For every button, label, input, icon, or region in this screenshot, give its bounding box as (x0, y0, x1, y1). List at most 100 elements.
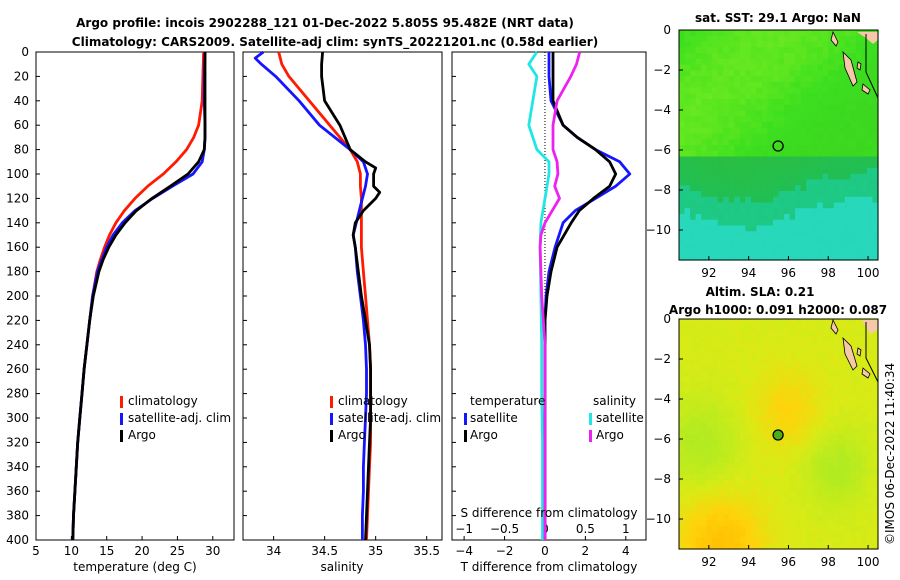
heatmap-cell (706, 468, 713, 475)
heatmap-cell (861, 411, 868, 418)
heatmap-cell (706, 191, 713, 198)
heatmap-cell (861, 70, 868, 77)
heatmap-cell (767, 35, 774, 43)
heatmap-cell (795, 127, 802, 135)
heatmap-cell (795, 139, 802, 146)
heatmap-cell (690, 110, 697, 117)
heatmap-cell (822, 359, 829, 366)
heatmap-cell (822, 451, 829, 458)
heatmap-cell (855, 110, 863, 117)
heatmap-cell (817, 365, 824, 372)
heatmap-cell (861, 127, 868, 135)
heatmap-cell (745, 324, 752, 332)
heatmap-cell (701, 64, 708, 71)
heatmap-cell (828, 214, 835, 221)
heatmap-cell (767, 191, 774, 198)
heatmap-cell (822, 428, 829, 435)
heatmap-cell (695, 319, 702, 326)
heatmap-cell (695, 110, 702, 117)
heatmap-cell (784, 53, 791, 60)
heatmap-cell (800, 370, 807, 378)
y-tick-label: 340 (6, 460, 29, 474)
heatmap-cell (828, 185, 835, 192)
heatmap-cell (828, 219, 835, 227)
heatmap-cell (750, 393, 757, 401)
heatmap-cell (772, 35, 780, 43)
heatmap-cell (850, 219, 857, 227)
heatmap-cell (739, 81, 746, 89)
heatmap-cell (739, 330, 746, 337)
heatmap-cell (745, 110, 752, 117)
heatmap-cell (800, 185, 807, 192)
heatmap-cell (684, 434, 691, 441)
heatmap-cell (717, 53, 724, 60)
heatmap-cell (778, 485, 785, 493)
heatmap-cell (745, 457, 752, 464)
heatmap-cell (789, 162, 796, 169)
heatmap-cell (855, 480, 863, 487)
heatmap-cell (861, 173, 868, 181)
heatmap-cell (866, 342, 874, 349)
heatmap-cell (695, 439, 702, 447)
heatmap-cell (872, 445, 879, 452)
heatmap-cell (706, 520, 713, 527)
heatmap-cell (761, 347, 769, 355)
heatmap-cell (850, 35, 857, 43)
heatmap-cell (817, 76, 824, 83)
heatmap-cell (844, 87, 851, 94)
heatmap-cell (784, 468, 791, 475)
heatmap-cell (844, 133, 851, 140)
heatmap-cell (855, 122, 863, 129)
heatmap-cell (872, 531, 879, 539)
heatmap-cell (855, 336, 863, 343)
heatmap-cell (739, 399, 746, 406)
heatmap-cell (761, 388, 769, 395)
heatmap-cell (861, 537, 868, 544)
heatmap-cell (822, 64, 829, 71)
heatmap-cell (811, 416, 818, 424)
heatmap-cell (811, 110, 818, 117)
heatmap-cell (817, 480, 824, 487)
heatmap-cell (756, 422, 763, 429)
heatmap-cell (728, 237, 735, 244)
heatmap-cell (756, 336, 763, 343)
heatmap-cell (800, 93, 807, 100)
heatmap-cell (745, 104, 752, 112)
heatmap-cell (784, 376, 791, 383)
heatmap-cell (844, 445, 851, 452)
heatmap-cell (761, 214, 769, 221)
heatmap-cell (717, 81, 724, 89)
heatmap-cell (684, 173, 691, 181)
legend-group-salinity: salinity (593, 394, 636, 408)
heatmap-cell (767, 173, 774, 181)
heatmap-cell (723, 30, 730, 37)
heatmap-cell (866, 428, 874, 435)
heatmap-cell (745, 353, 752, 360)
heatmap-cell (756, 35, 763, 43)
heatmap-cell (695, 405, 702, 412)
heatmap-cell (734, 208, 741, 215)
heatmap-cell (679, 99, 686, 106)
heatmap-cell (679, 416, 686, 424)
heatmap-cell (706, 411, 713, 418)
heatmap-cell (739, 491, 746, 498)
heatmap-cell (822, 179, 829, 186)
heatmap-cell (712, 543, 719, 550)
heatmap-cell (822, 150, 829, 158)
heatmap-cell (866, 81, 874, 89)
heatmap-cell (861, 196, 868, 204)
heatmap-cell (789, 231, 796, 238)
heatmap-cell (833, 503, 840, 510)
heatmap-cell (778, 336, 785, 343)
heatmap-cell (861, 162, 868, 169)
heatmap-cell (695, 99, 702, 106)
heatmap-cell (712, 242, 719, 250)
heatmap-cell (701, 445, 708, 452)
heatmap-cell (817, 324, 824, 332)
heatmap-cell (690, 347, 697, 355)
heatmap-cell (872, 416, 879, 424)
heatmap-cell (690, 514, 697, 521)
heatmap-cell (679, 70, 686, 77)
heatmap-cell (789, 64, 796, 71)
heatmap-cell (789, 196, 796, 204)
